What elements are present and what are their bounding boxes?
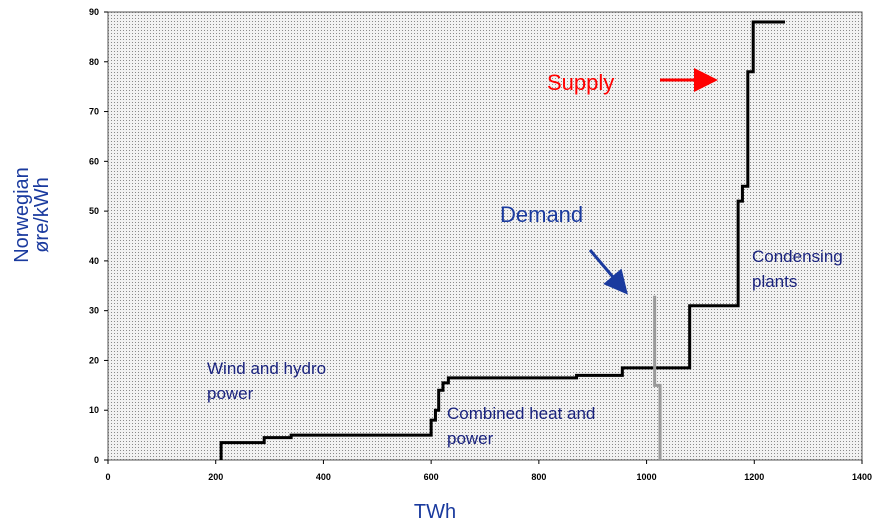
supply-label: Supply [547, 70, 614, 95]
x-tick-label: 1000 [637, 472, 657, 482]
plot-area [107, 11, 863, 461]
demand-label: Demand [500, 202, 583, 227]
annotation: plants [752, 272, 797, 291]
y-tick-label: 60 [89, 156, 99, 166]
x-tick-label: 600 [424, 472, 439, 482]
y-tick-label: 30 [89, 306, 99, 316]
y-axis-label: Norwegian [11, 167, 33, 263]
y-tick-label: 40 [89, 256, 99, 266]
x-tick-label: 400 [316, 472, 331, 482]
y-tick-label: 10 [89, 405, 99, 415]
y-tick-label: 70 [89, 107, 99, 117]
y-axis-label: øre/kWh [31, 177, 53, 253]
annotation: Condensing [752, 247, 843, 266]
demand-arrow [588, 249, 628, 295]
series-line [219, 20, 785, 460]
y-tick-label: 90 [89, 7, 99, 17]
x-tick-label: 1200 [744, 472, 764, 482]
y-tick-label: 20 [89, 355, 99, 365]
annotation: Combined heat and [447, 404, 595, 423]
y-tick-label: 80 [89, 57, 99, 67]
series-line [653, 295, 662, 460]
y-tick-label: 50 [89, 206, 99, 216]
x-tick-label: 200 [208, 472, 223, 482]
annotation: power [447, 429, 494, 448]
x-axis-label: TWh [414, 501, 456, 523]
annotation: power [207, 384, 254, 403]
y-tick-label: 0 [94, 455, 99, 465]
x-tick-label: 800 [531, 472, 546, 482]
annotation: Wind and hydro [207, 359, 326, 378]
x-tick-label: 1400 [852, 472, 872, 482]
x-tick-label: 0 [105, 472, 110, 482]
